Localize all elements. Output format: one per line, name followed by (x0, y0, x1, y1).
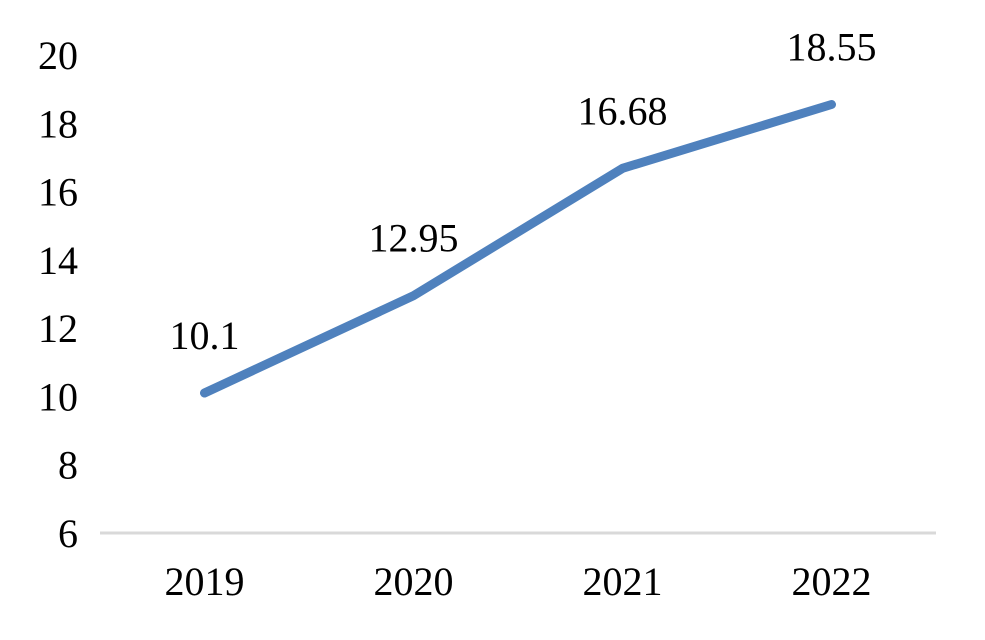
y-axis-tick-label: 8 (58, 443, 78, 488)
x-axis-tick-label: 2022 (792, 559, 872, 604)
x-axis-tick-label: 2021 (583, 559, 663, 604)
y-axis-tick-label: 18 (38, 101, 78, 146)
y-axis-tick-label: 16 (38, 170, 78, 215)
x-axis-tick-label: 2020 (374, 559, 454, 604)
data-label: 18.55 (787, 25, 877, 70)
data-label: 16.68 (578, 88, 668, 133)
data-label: 10.1 (170, 313, 240, 358)
data-label: 12.95 (369, 216, 459, 261)
y-axis-tick-label: 20 (38, 33, 78, 78)
y-axis-tick-label: 6 (58, 511, 78, 556)
y-axis-tick-label: 14 (38, 238, 78, 283)
y-axis-tick-label: 10 (38, 374, 78, 419)
x-axis-tick-label: 2019 (165, 559, 245, 604)
data-series-line (200, 100, 836, 398)
y-axis-tick-label: 12 (38, 306, 78, 351)
